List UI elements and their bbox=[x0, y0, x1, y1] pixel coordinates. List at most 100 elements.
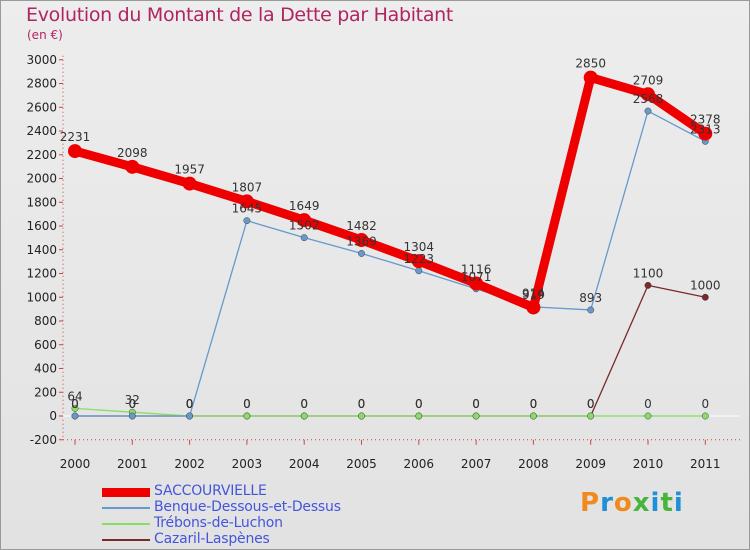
x-tick-label: 2003 bbox=[232, 457, 263, 471]
y-tick-label: 1200 bbox=[26, 267, 57, 281]
data-label-saccourvielle: 2709 bbox=[633, 73, 664, 87]
data-label-cazaril: 0 bbox=[186, 397, 194, 411]
unit-label: (en €) bbox=[27, 28, 63, 42]
x-tick-label: 2005 bbox=[346, 457, 377, 471]
chart-title: Evolution du Montant de la Dette par Hab… bbox=[26, 4, 454, 26]
data-label-cazaril: 0 bbox=[71, 397, 79, 411]
data-point-saccourvielle bbox=[469, 276, 484, 291]
data-point-saccourvielle bbox=[583, 70, 598, 85]
data-label-trebons: 64 bbox=[67, 389, 82, 403]
x-tick-label: 2004 bbox=[289, 457, 320, 471]
data-label-cazaril: 1100 bbox=[633, 266, 664, 280]
data-label-saccourvielle: 2850 bbox=[575, 57, 606, 71]
y-tick-label: 0 bbox=[49, 409, 57, 423]
data-label-saccourvielle: 914 bbox=[522, 286, 545, 300]
data-label-benque: 1502 bbox=[289, 219, 320, 233]
legend-swatch bbox=[102, 523, 150, 525]
data-label-saccourvielle: 2231 bbox=[60, 130, 91, 144]
legend-label: SACCOURVIELLE bbox=[154, 483, 267, 499]
data-label-benque: 0 bbox=[71, 397, 79, 411]
series-line-cazaril bbox=[75, 284, 706, 417]
data-label-saccourvielle: 1304 bbox=[404, 240, 435, 254]
data-label-cazaril: 0 bbox=[128, 397, 136, 411]
x-tick-label: 2001 bbox=[117, 457, 148, 471]
data-label-trebons: 0 bbox=[415, 397, 423, 411]
data-label-cazaril: 0 bbox=[587, 397, 595, 411]
data-point-trebons bbox=[300, 412, 308, 420]
data-point-cazaril bbox=[644, 281, 652, 289]
x-tick-label: 2008 bbox=[518, 457, 549, 471]
y-tick-label: 3000 bbox=[26, 53, 57, 67]
y-tick-label: 2200 bbox=[26, 148, 57, 162]
data-label-cazaril: 0 bbox=[530, 397, 538, 411]
data-label-saccourvielle: 1482 bbox=[346, 219, 377, 233]
series-line-benque bbox=[75, 110, 706, 417]
data-label-trebons: 0 bbox=[530, 397, 538, 411]
data-label-cazaril: 0 bbox=[358, 397, 366, 411]
data-label-saccourvielle: 2098 bbox=[117, 146, 148, 160]
data-point-benque bbox=[415, 267, 423, 275]
series-line-saccourvielle bbox=[73, 73, 708, 312]
data-point-benque bbox=[644, 107, 652, 115]
data-point-benque bbox=[358, 249, 365, 257]
y-tick-label: 2800 bbox=[26, 77, 57, 91]
y-tick-label: 1600 bbox=[26, 219, 57, 233]
data-label-benque: 1369 bbox=[346, 234, 377, 248]
y-tick-label: 1400 bbox=[26, 243, 57, 257]
data-point-trebons bbox=[529, 412, 537, 420]
data-point-trebons bbox=[587, 412, 595, 420]
proxiti-logo: Proxiti bbox=[580, 488, 684, 518]
y-tick-label: 2400 bbox=[26, 124, 57, 138]
data-label-saccourvielle: 1649 bbox=[289, 199, 320, 213]
data-label-trebons: 0 bbox=[300, 397, 308, 411]
legend-label: Cazaril-Laspènes bbox=[154, 531, 270, 547]
y-tick-label: 1800 bbox=[26, 195, 57, 209]
y-tick-label: 400 bbox=[34, 362, 57, 376]
data-label-cazaril: 0 bbox=[472, 397, 480, 411]
data-label-trebons: 0 bbox=[186, 397, 194, 411]
x-tick-label: 2000 bbox=[60, 457, 91, 471]
legend-swatch bbox=[102, 507, 150, 509]
data-label-trebons: 0 bbox=[358, 397, 366, 411]
data-point-trebons bbox=[644, 412, 652, 420]
data-point-trebons bbox=[243, 412, 251, 420]
data-point-saccourvielle bbox=[297, 213, 312, 228]
y-tick-label: 2600 bbox=[26, 100, 57, 114]
x-tick-label: 2009 bbox=[575, 457, 606, 471]
data-label-benque: 0 bbox=[128, 397, 136, 411]
data-label-cazaril: 0 bbox=[300, 397, 308, 411]
data-point-benque bbox=[128, 412, 136, 420]
data-label-cazaril: 0 bbox=[415, 397, 423, 411]
data-label-saccourvielle: 2378 bbox=[690, 113, 721, 127]
data-point-trebons bbox=[415, 412, 423, 420]
data-point-saccourvielle bbox=[698, 126, 713, 141]
data-label-saccourvielle: 1807 bbox=[232, 180, 263, 194]
data-point-saccourvielle bbox=[239, 194, 254, 209]
y-tick-label: 200 bbox=[34, 385, 57, 399]
legend-swatch bbox=[102, 488, 150, 497]
legend-swatch bbox=[102, 539, 150, 541]
data-point-trebons bbox=[472, 412, 480, 420]
data-label-benque: 1645 bbox=[232, 202, 263, 216]
data-label-benque: 919 bbox=[522, 288, 545, 302]
data-point-trebons bbox=[701, 412, 709, 420]
data-label-benque: 2313 bbox=[690, 122, 721, 136]
data-label-trebons: 32 bbox=[125, 393, 140, 407]
legend-label: Benque-Dessous-et-Dessus bbox=[154, 499, 341, 515]
legend-label: Trébons-de-Luchon bbox=[154, 515, 283, 531]
data-label-saccourvielle: 1116 bbox=[461, 262, 492, 276]
data-point-trebons bbox=[71, 404, 79, 412]
x-tick-label: 2002 bbox=[174, 457, 205, 471]
data-point-saccourvielle bbox=[641, 87, 655, 102]
data-label-trebons: 0 bbox=[644, 397, 652, 411]
data-point-trebons bbox=[358, 412, 365, 420]
data-label-cazaril: 1000 bbox=[690, 278, 721, 292]
data-label-benque: 893 bbox=[579, 291, 602, 305]
data-label-saccourvielle: 1957 bbox=[174, 163, 205, 177]
data-label-trebons: 0 bbox=[587, 397, 595, 411]
data-label-trebons: 0 bbox=[472, 397, 480, 411]
data-point-saccourvielle bbox=[182, 176, 197, 191]
y-tick-label: 2000 bbox=[26, 172, 57, 186]
y-tick-label: 1000 bbox=[26, 290, 57, 304]
